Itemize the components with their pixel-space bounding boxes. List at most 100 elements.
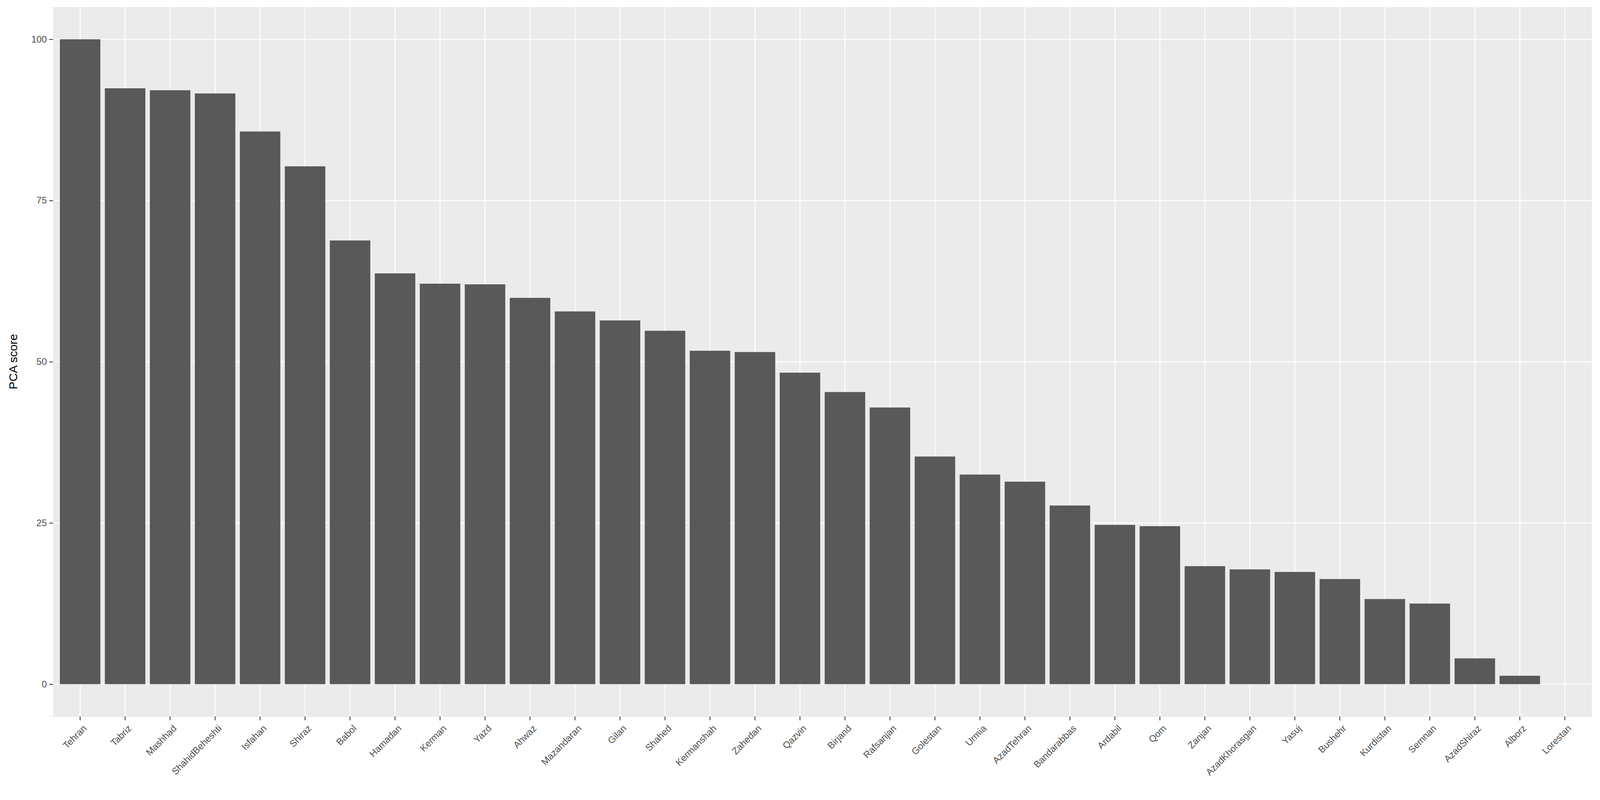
x-tick-label: Mashhad — [143, 722, 179, 758]
x-tick: AzadKhorasgan — [1203, 716, 1259, 778]
x-tick-label: Kermanshah — [673, 722, 719, 768]
x-tick-label: Kurdistan — [1357, 722, 1394, 759]
x-tick-mark — [439, 716, 441, 721]
x-tick-mark — [934, 716, 936, 721]
x-tick-mark — [754, 716, 756, 721]
bar — [1499, 675, 1541, 684]
bar — [375, 273, 416, 685]
bar — [824, 392, 866, 685]
y-tick: 50 — [36, 356, 54, 367]
bar — [509, 298, 551, 685]
bar — [779, 372, 821, 684]
x-tick-mark — [889, 716, 891, 721]
x-tick-mark — [979, 716, 981, 721]
y-tick: 100 — [31, 33, 54, 45]
grid-line — [53, 683, 1592, 685]
bar — [1004, 481, 1046, 684]
x-tick-label: Ardabil — [1095, 722, 1124, 751]
x-tick-label: Hamadan — [367, 722, 404, 759]
y-tick-label: 100 — [31, 33, 47, 45]
x-tick-label: Urmia — [963, 722, 989, 749]
panel-background — [53, 7, 1592, 717]
grid-line — [1519, 7, 1521, 717]
x-tick-mark — [1474, 716, 1476, 721]
x-tick: Bushehr — [1316, 716, 1349, 756]
x-tick: Mashhad — [143, 716, 179, 758]
y-tick-mark — [49, 683, 54, 685]
x-tick: Yazd — [471, 716, 494, 745]
bar — [1409, 603, 1451, 684]
bars — [59, 39, 1540, 685]
x-tick: Tehran — [60, 716, 89, 751]
bar — [734, 351, 776, 684]
x-tick-label: Tehran — [60, 722, 89, 751]
grid — [53, 7, 1592, 717]
bar — [1229, 569, 1271, 685]
y-tick-label: 50 — [36, 356, 47, 367]
x-tick-mark — [1429, 716, 1431, 721]
plot: 0255075100TehranTabrizMashhadShahidBehes… — [31, 7, 1593, 778]
x-tick: Hamadan — [367, 716, 404, 759]
x-tick-mark — [259, 716, 261, 721]
x-tick: Tabriz — [108, 716, 134, 749]
bar — [1454, 658, 1496, 684]
x-tick: AzadTehran — [990, 716, 1034, 766]
bar — [869, 407, 911, 684]
bar — [599, 320, 641, 684]
chart: 0255075100TehranTabrizMashhadShahidBehes… — [0, 0, 1600, 800]
x-tick-label: Tabriz — [108, 722, 134, 748]
x-tick-label: Rafsanjan — [860, 722, 899, 761]
x-tick-mark — [529, 716, 531, 721]
x-tick-label: Qom — [1146, 722, 1169, 745]
x-tick-label: Gilan — [605, 722, 629, 746]
x-tick-label: ShahidBeheshti — [169, 722, 224, 777]
x-tick: Babol — [333, 716, 359, 748]
bar — [1274, 571, 1316, 684]
bar — [1364, 599, 1406, 685]
x-tick: Birjand — [825, 716, 854, 751]
x-tick-label: Mazandaran — [539, 722, 584, 767]
bar — [689, 350, 731, 685]
y-tick: 0 — [41, 678, 54, 690]
bar — [1319, 578, 1361, 684]
x-tick-label: Birjand — [825, 722, 854, 751]
x-tick-label: Isfahan — [239, 722, 269, 752]
y-axis-title: PCA score — [6, 333, 20, 390]
x-tick-mark — [1024, 716, 1026, 721]
x-tick: Ahwaz — [510, 716, 539, 751]
bar — [329, 240, 371, 685]
x-tick: Isfahan — [239, 716, 269, 752]
x-tick: AzadShiraz — [1441, 716, 1484, 765]
bar — [419, 283, 461, 684]
x-tick-label: Kerman — [417, 722, 449, 754]
x-tick-mark — [79, 716, 81, 721]
x-tick-mark — [1294, 716, 1296, 721]
x-tick-label: Ahwaz — [510, 722, 539, 750]
x-tick-mark — [799, 716, 801, 721]
bar — [464, 284, 506, 685]
grid-line — [53, 361, 1592, 363]
bar — [1544, 683, 1586, 685]
x-tick-label: Golestan — [909, 722, 944, 757]
x-tick-label: Bandarabbas — [1031, 722, 1079, 770]
bar — [239, 131, 281, 685]
bar — [194, 93, 236, 684]
x-tick-mark — [709, 716, 711, 721]
x-tick-mark — [214, 716, 216, 721]
x-tick-mark — [1249, 716, 1251, 721]
bar — [1094, 525, 1136, 685]
x-tick: Semnan — [1406, 716, 1439, 756]
x-tick: Qazvin — [780, 716, 809, 751]
y-tick-mark — [49, 39, 54, 40]
x-tick-label: AzadKhorasgan — [1203, 722, 1259, 778]
bar — [1049, 505, 1091, 684]
bar — [959, 474, 1001, 685]
x-tick-mark — [1204, 716, 1206, 721]
x-tick: Ardabil — [1095, 716, 1124, 751]
x-tick-mark — [124, 716, 126, 721]
grid-line — [1474, 7, 1475, 717]
x-tick-label: Shahed — [642, 722, 674, 754]
bar — [284, 166, 326, 685]
x-tick: Bandarabbas — [1031, 716, 1079, 770]
x-tick-label: Bushehr — [1316, 722, 1349, 755]
